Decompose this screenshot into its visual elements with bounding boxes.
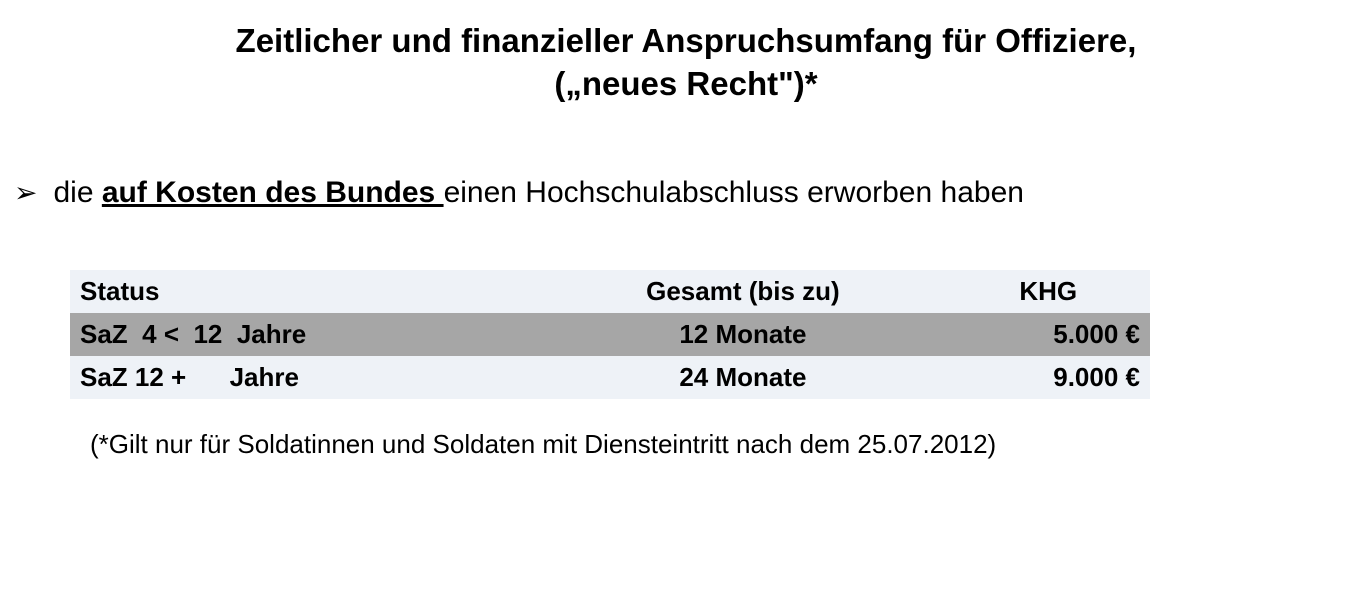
bullet-pre: die — [53, 176, 101, 209]
entitlement-table: Status Gesamt (bis zu) KHG SaZ 4 < 12 Ja… — [70, 270, 1150, 399]
header-status: Status — [70, 270, 539, 313]
table-header-row: Status Gesamt (bis zu) KHG — [70, 270, 1150, 313]
table-row: SaZ 12 + Jahre 24 Monate 9.000 € — [70, 356, 1150, 399]
table-container: Status Gesamt (bis zu) KHG SaZ 4 < 12 Ja… — [70, 270, 1150, 399]
bullet-text: die auf Kosten des Bundes einen Hochschu… — [53, 176, 1023, 210]
bullet-line: ➢ die auf Kosten des Bundes einen Hochsc… — [0, 176, 1372, 210]
table-row: SaZ 4 < 12 Jahre 12 Monate 5.000 € — [70, 313, 1150, 356]
cell-khg: 5.000 € — [946, 313, 1150, 356]
bullet-marker-icon: ➢ — [14, 176, 37, 209]
cell-gesamt: 12 Monate — [539, 313, 946, 356]
header-khg: KHG — [946, 270, 1150, 313]
header-gesamt: Gesamt (bis zu) — [539, 270, 946, 313]
cell-status: SaZ 4 < 12 Jahre — [70, 313, 539, 356]
cell-status: SaZ 12 + Jahre — [70, 356, 539, 399]
footnote: (*Gilt nur für Soldatinnen und Soldaten … — [90, 429, 1372, 460]
bullet-emphasis: auf Kosten des Bundes — [102, 176, 444, 209]
title-line-2: („neues Recht")* — [554, 65, 817, 102]
bullet-post: einen Hochschulabschluss erworben haben — [444, 176, 1024, 209]
page-title: Zeitlicher und finanzieller Anspruchsumf… — [0, 20, 1372, 106]
title-line-1: Zeitlicher und finanzieller Anspruchsumf… — [236, 22, 1137, 59]
cell-gesamt: 24 Monate — [539, 356, 946, 399]
cell-khg: 9.000 € — [946, 356, 1150, 399]
